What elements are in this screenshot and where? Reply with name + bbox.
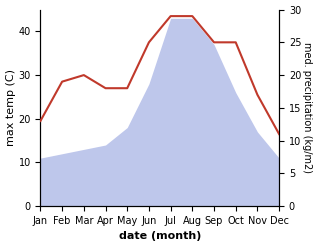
X-axis label: date (month): date (month) [119,231,201,242]
Y-axis label: max temp (C): max temp (C) [5,69,16,146]
Y-axis label: med. precipitation (kg/m2): med. precipitation (kg/m2) [302,42,313,173]
